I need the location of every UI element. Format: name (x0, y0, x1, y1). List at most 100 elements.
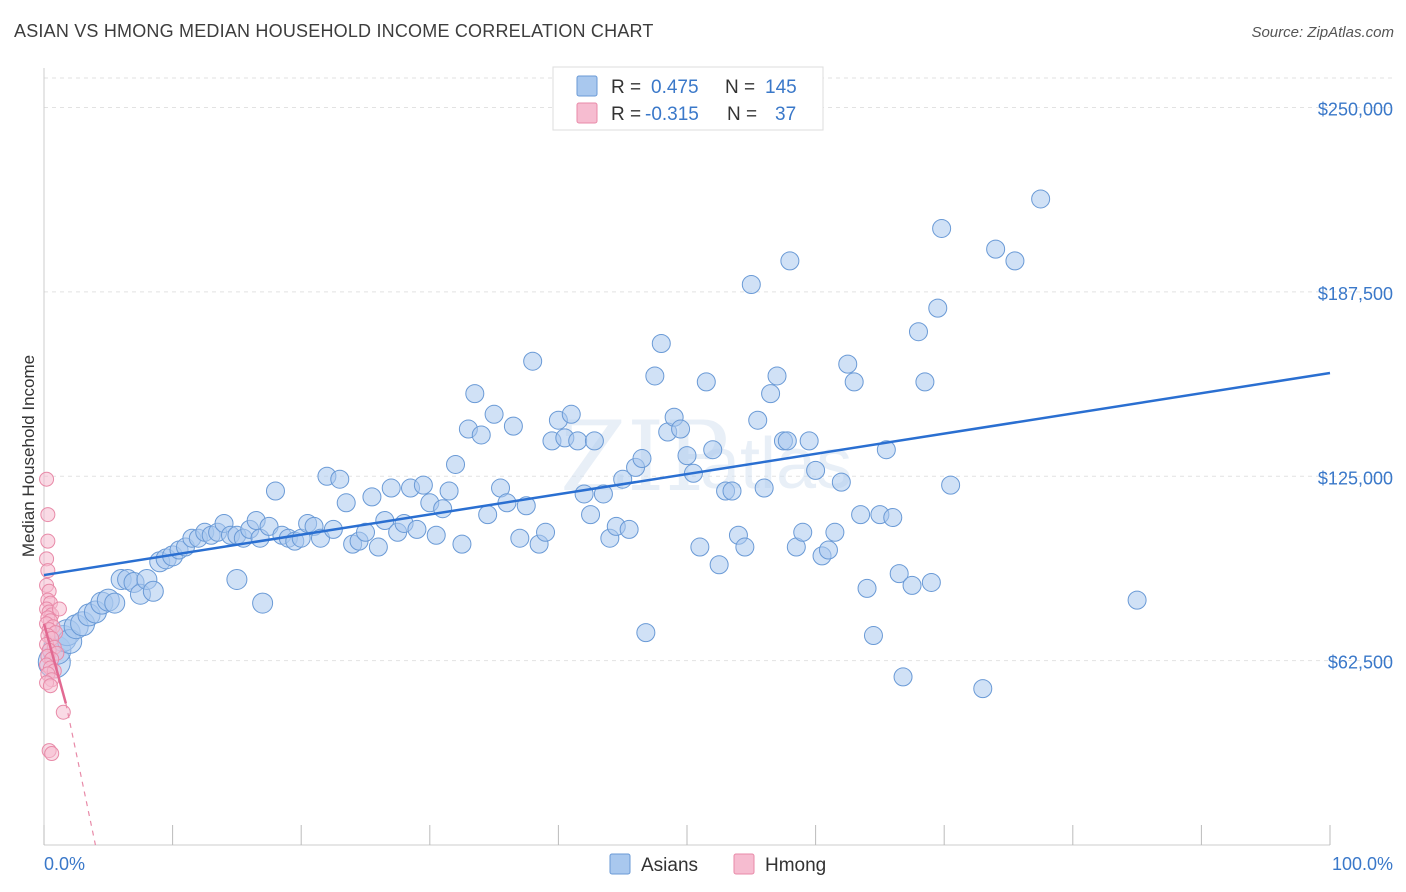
point-asians-140 (915, 372, 935, 392)
point-asians-49 (336, 493, 356, 513)
series-legend-swatch-asians (609, 853, 631, 875)
legend-swatch-hmong (576, 102, 598, 124)
point-asians-85 (568, 431, 588, 451)
point-asians-144 (941, 475, 961, 495)
point-asians-97 (645, 366, 665, 386)
point-asians-31 (226, 569, 248, 590)
point-asians-125 (818, 540, 838, 560)
point-asians-148 (1031, 189, 1051, 209)
point-asians-134 (876, 440, 896, 460)
point-asians-95 (632, 449, 652, 469)
point-asians-121 (793, 522, 813, 542)
point-asians-135 (883, 508, 903, 528)
point-asians-66 (446, 454, 466, 474)
point-asians-71 (478, 505, 498, 525)
legend-swatch-asians (576, 75, 598, 97)
point-hmong-35 (44, 746, 60, 762)
point-asians-115 (761, 384, 781, 404)
point-asians-145 (973, 679, 993, 699)
point-asians-102 (677, 446, 697, 466)
point-asians-149 (1127, 590, 1147, 610)
series-legend-label-asians: Asians (641, 855, 698, 876)
y-tick-label-2: $187,500 (1318, 284, 1393, 304)
point-asians-76 (510, 528, 530, 548)
point-asians-80 (536, 522, 556, 542)
point-asians-69 (465, 384, 485, 404)
point-asians-122 (799, 431, 819, 451)
y-tick-labels: $62,500 $125,000 $187,500 $250,000 (1318, 100, 1393, 673)
point-asians-109 (722, 481, 742, 501)
point-asians-128 (838, 354, 858, 374)
point-asians-98 (651, 334, 671, 353)
point-asians-105 (696, 372, 716, 392)
point-asians-123 (806, 460, 826, 480)
point-asians-60 (407, 519, 427, 539)
point-asians-53 (362, 487, 382, 507)
point-asians-112 (741, 275, 761, 294)
series-legend-label-hmong: Hmong (765, 855, 826, 876)
point-asians-104 (690, 537, 710, 557)
x-tick-label-max: 100.0% (1332, 854, 1393, 874)
point-asians-119 (780, 251, 800, 271)
point-asians-142 (928, 298, 948, 318)
point-hmong-36 (51, 601, 67, 617)
point-asians-65 (439, 481, 459, 501)
point-asians-126 (825, 522, 845, 542)
y-axis-label: Median Household Income (19, 355, 38, 557)
y-tick-label-1: $125,000 (1318, 468, 1393, 488)
point-asians-11 (104, 592, 126, 614)
point-asians-64 (433, 499, 453, 519)
point-hmong-0 (39, 471, 55, 487)
point-asians-138 (902, 575, 922, 595)
legend-n-label-asians: N = (725, 77, 755, 98)
point-asians-75 (503, 416, 523, 436)
point-asians-129 (844, 372, 864, 392)
point-asians-141 (921, 572, 941, 592)
point-asians-87 (581, 505, 601, 525)
point-asians-78 (523, 351, 543, 371)
stats-legend: R = 0.475 N = 145 R = -0.315 N = 37 (552, 66, 824, 131)
y-tick-label-0: $62,500 (1328, 653, 1393, 673)
point-asians-146 (986, 239, 1006, 259)
chart-title: ASIAN VS HMONG MEDIAN HOUSEHOLD INCOME C… (14, 21, 654, 41)
trend-lines (42, 371, 1331, 846)
point-asians-67 (452, 534, 472, 554)
stats-legend-box (552, 66, 824, 131)
point-asians-130 (851, 505, 871, 525)
trend-line-asians (43, 371, 1331, 577)
point-hmong-1 (40, 507, 56, 523)
point-asians-56 (381, 478, 401, 498)
point-asians-136 (889, 564, 909, 584)
point-hmong-33 (55, 704, 71, 720)
point-asians-131 (857, 578, 877, 598)
point-asians-89 (593, 484, 613, 504)
point-asians-72 (484, 404, 504, 424)
point-asians-147 (1005, 251, 1025, 271)
x-tick-label-min: 0.0% (44, 854, 85, 874)
point-asians-143 (932, 218, 952, 238)
watermark: ZIP atlas (560, 401, 852, 513)
point-asians-93 (619, 519, 639, 539)
point-asians-116 (767, 366, 787, 386)
point-asians-101 (671, 419, 691, 439)
legend-n-label-hmong: N = (727, 104, 757, 125)
point-hmong-32 (42, 678, 58, 694)
point-asians-139 (908, 322, 928, 342)
legend-r-value-hmong: -0.315 (645, 104, 699, 125)
point-asians-70 (471, 425, 491, 445)
point-asians-118 (777, 431, 797, 451)
series-legend-swatch-hmong (733, 853, 755, 875)
point-asians-84 (561, 404, 581, 424)
point-asians-54 (368, 537, 388, 557)
y-tick-label-3: $250,000 (1318, 100, 1393, 120)
legend-r-label-asians: R = (611, 77, 641, 98)
point-asians-86 (574, 484, 594, 504)
point-asians-96 (636, 623, 656, 643)
point-asians-113 (748, 410, 768, 430)
legend-r-label-hmong: R = (611, 104, 641, 125)
point-asians-106 (703, 440, 723, 460)
point-asians-127 (831, 472, 851, 492)
legend-n-value-asians: 145 (765, 77, 797, 98)
chart-source: Source: ZipAtlas.com (1251, 24, 1394, 41)
